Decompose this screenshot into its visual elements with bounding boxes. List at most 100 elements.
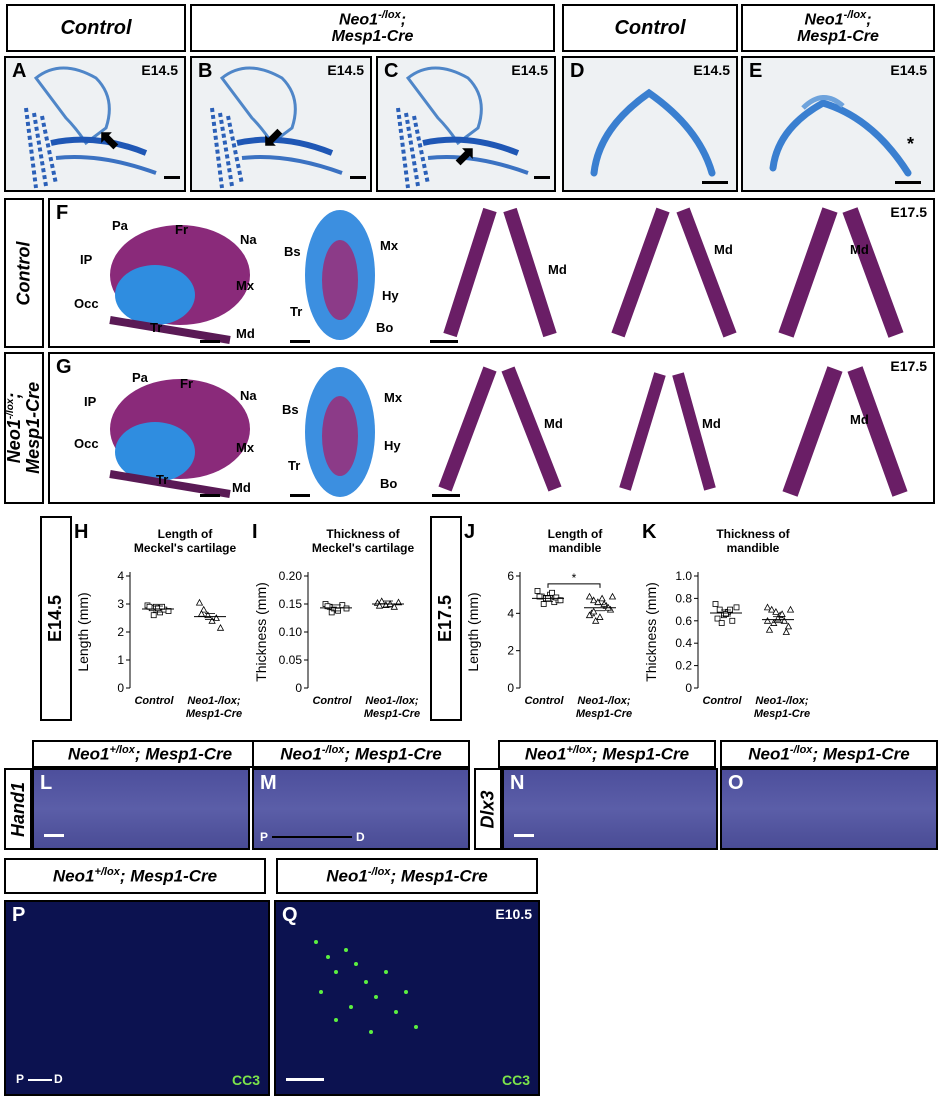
category-label: Control [134, 695, 174, 707]
header-control-2: Control [562, 4, 738, 52]
label-md-g3: Md [702, 416, 721, 431]
y-tick-label: 1.0 [675, 569, 692, 583]
data-point [212, 614, 220, 621]
stage-q: E10.5 [495, 906, 532, 922]
header-mutant-2: Neo1-/lox; Mesp1-Cre [741, 4, 935, 52]
data-point [165, 608, 172, 614]
panel-n: N [502, 768, 718, 850]
y-tick-label: 2 [117, 625, 124, 639]
data-point [786, 605, 795, 613]
chart-title-h: Length of Meckel's cartilage [134, 527, 237, 555]
data-point [763, 616, 772, 624]
label-occ-g: Occ [74, 436, 99, 451]
scale-bar-b [350, 176, 366, 179]
row-label-e145: E14.5 [40, 516, 72, 721]
y-axis-label-h: Length (mm) [75, 592, 91, 671]
data-point [394, 598, 403, 606]
data-point [596, 613, 604, 620]
data-point [375, 601, 384, 609]
scale-bar-f1 [200, 340, 220, 343]
stage-f: E17.5 [890, 204, 927, 220]
category-label: Control [524, 695, 564, 707]
scale-bar-a [164, 176, 180, 179]
label-occ: Occ [74, 296, 99, 311]
data-point [772, 608, 780, 615]
panel-l: L [32, 768, 250, 850]
y-tick-label: 0 [507, 681, 514, 695]
panel-a: A E14.5 ⬉ [4, 56, 186, 192]
y-tick-label: 0 [295, 681, 302, 695]
cartilage-e [769, 95, 912, 177]
panel-label-d: D [570, 60, 585, 82]
label-md-g4: Md [850, 412, 869, 427]
label-bo: Bo [376, 320, 394, 335]
label-bs-g: Bs [282, 402, 299, 417]
panel-label-e: E [749, 60, 763, 82]
category-label: Control [702, 695, 742, 707]
stage-g: E17.5 [890, 358, 927, 374]
panel-label-b: B [198, 60, 213, 82]
label-md-3: Md [714, 242, 733, 257]
y-tick-label: 0.8 [675, 591, 692, 605]
label-pa-g: Pa [132, 370, 148, 385]
chart-i: I Thickness of Meckel's cartilage 0 0.05 0.10… [252, 521, 420, 720]
header-mutant-1: Neo1-/lox; Mesp1-Cre [190, 4, 555, 52]
panel-label-l: L [40, 772, 53, 794]
panel-label-j: J [464, 521, 475, 543]
label-mx: Mx [236, 278, 255, 293]
label-ip: IP [80, 252, 93, 267]
data-point [585, 611, 594, 619]
data-point [540, 601, 547, 607]
header-het-3: Neo1+/lox; Mesp1-Cre [4, 858, 266, 894]
panel-q: Q E10.5 CC3 [274, 900, 540, 1096]
category-label: Control [312, 695, 352, 707]
scale-bar-c [534, 176, 550, 179]
label-tr-g: Tr [156, 472, 169, 487]
label-md-4: Md [850, 242, 869, 257]
data-point [763, 603, 772, 611]
y-axis-label-j: Length (mm) [465, 592, 481, 671]
scale-bar-g2 [290, 494, 310, 497]
panel-label-q: Q [282, 904, 298, 926]
chart-title-j: Length of mandible [548, 527, 604, 555]
panel-label-o: O [728, 772, 744, 794]
scale-bar-f2 [290, 340, 310, 343]
header-het-1: Neo1+/lox; Mesp1-Cre [32, 740, 268, 768]
header-control-1: Control [6, 4, 186, 52]
data-point [534, 588, 541, 594]
y-tick-label: 2 [507, 644, 514, 658]
label-mx-g: Mx [236, 440, 255, 455]
scale-bar-q [286, 1078, 324, 1081]
stage-a: E14.5 [141, 62, 178, 78]
y-tick-label: 4 [507, 606, 514, 620]
arrow-c: ⬈ [454, 140, 476, 170]
panel-d: D E14.5 [562, 56, 738, 192]
row-label-hand1: Hand1 [4, 768, 32, 850]
asterisk-e: * [907, 134, 915, 154]
axis-p-p: P [16, 1072, 25, 1086]
y-tick-label: 0.20 [279, 569, 303, 583]
y-tick-label: 0 [117, 681, 124, 695]
panel-label-g: G [56, 356, 72, 378]
data-point [782, 628, 790, 635]
y-tick-label: 6 [507, 569, 514, 583]
y-tick-label: 0.6 [675, 614, 692, 628]
data-point [390, 602, 398, 610]
y-tick-label: 4 [117, 569, 124, 583]
data-point [150, 612, 157, 619]
axis-p-m: P [260, 830, 269, 844]
skeleton-b [210, 66, 343, 189]
label-hy-g: Hy [384, 438, 401, 453]
data-point [324, 603, 331, 610]
skulls-f [109, 207, 904, 344]
data-point [536, 593, 543, 600]
header-het-2: Neo1+/lox; Mesp1-Cre [498, 740, 716, 768]
panel-e: E E14.5 * [741, 56, 935, 192]
data-point [780, 616, 788, 624]
header-mut-1: Neo1-/lox; Mesp1-Cre [252, 740, 470, 768]
scale-bar-e [895, 181, 921, 184]
arrow-a: ⬉ [98, 124, 120, 154]
scale-bar-g3 [432, 494, 460, 497]
label-tr: Tr [150, 320, 163, 335]
stage-e: E14.5 [890, 62, 927, 78]
